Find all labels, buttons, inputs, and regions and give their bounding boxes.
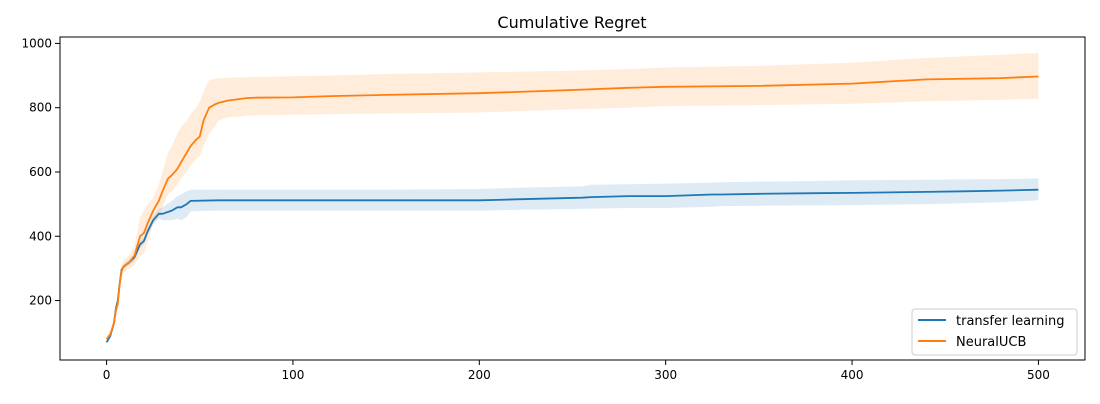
y-tick-label: 800 xyxy=(29,101,52,115)
legend: transfer learning NeuralUCB xyxy=(911,308,1078,356)
band-transfer-learning xyxy=(106,178,1039,344)
y-tick-label: 600 xyxy=(29,165,52,179)
band-neuralucb xyxy=(106,53,1039,343)
series-lines xyxy=(105,75,1039,343)
chart-title: Cumulative Regret xyxy=(497,13,646,32)
x-tick-label: 200 xyxy=(468,368,491,382)
x-tick-label: 400 xyxy=(841,368,864,382)
x-tick-label: 300 xyxy=(654,368,677,382)
line-neuralucb xyxy=(105,75,1039,340)
x-tick-label: 0 xyxy=(103,368,111,382)
plot-area-frame xyxy=(59,36,1086,361)
legend-label-neuralucb: NeuralUCB xyxy=(956,335,1026,350)
line-transfer-learning xyxy=(105,188,1039,343)
confidence-bands xyxy=(106,53,1039,344)
x-tick-label: 500 xyxy=(1027,368,1050,382)
legend-box xyxy=(911,308,1078,356)
y-tick-label: 200 xyxy=(29,294,52,308)
y-axis: 200 400 600 800 1000 xyxy=(21,36,60,308)
y-tick-label: 400 xyxy=(29,229,52,243)
y-tick-label: 1000 xyxy=(21,36,52,50)
x-tick-label: 100 xyxy=(282,368,305,382)
legend-label-transfer-learning: transfer learning xyxy=(956,314,1065,329)
x-axis: 0 100 200 300 400 500 xyxy=(103,360,1050,382)
